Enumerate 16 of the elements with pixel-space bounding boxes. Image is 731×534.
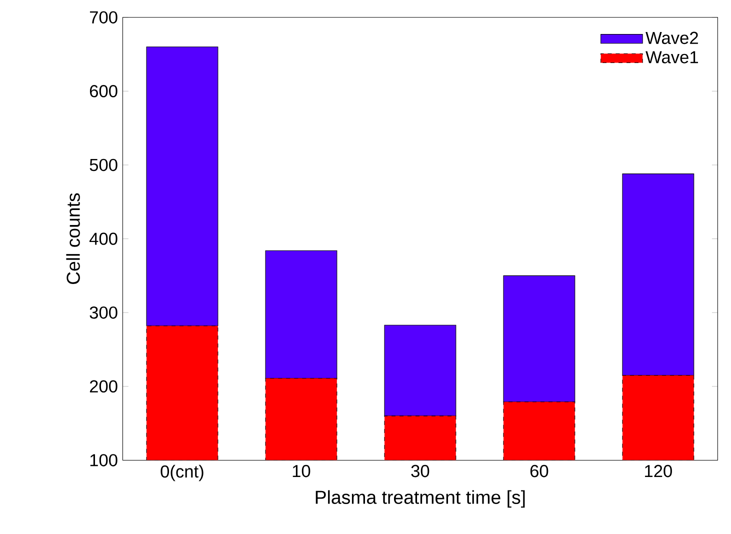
- x-axis-title: Plasma treatment time [s]: [316, 490, 525, 508]
- y-tick-label: 300: [90, 306, 118, 319]
- x-tick-label: 0(cnt): [160, 465, 204, 482]
- y-tick-label: 400: [89, 232, 118, 246]
- y-tick-label: 500: [90, 159, 118, 172]
- y-tick-label: 600: [90, 85, 118, 98]
- y-axis-title: Cell counts: [66, 194, 80, 284]
- legend-label: Wave1: [646, 51, 698, 64]
- y-tick-label: 700: [90, 11, 118, 24]
- x-tick-label: 60: [530, 465, 548, 478]
- legend-label: Wave2: [646, 32, 698, 44]
- x-tick-label: 30: [411, 465, 430, 478]
- y-tick-label: 100: [90, 454, 118, 467]
- y-tick-label: 200: [90, 380, 118, 393]
- x-tick-label: 120: [645, 465, 672, 478]
- x-tick-label: 10: [292, 465, 310, 478]
